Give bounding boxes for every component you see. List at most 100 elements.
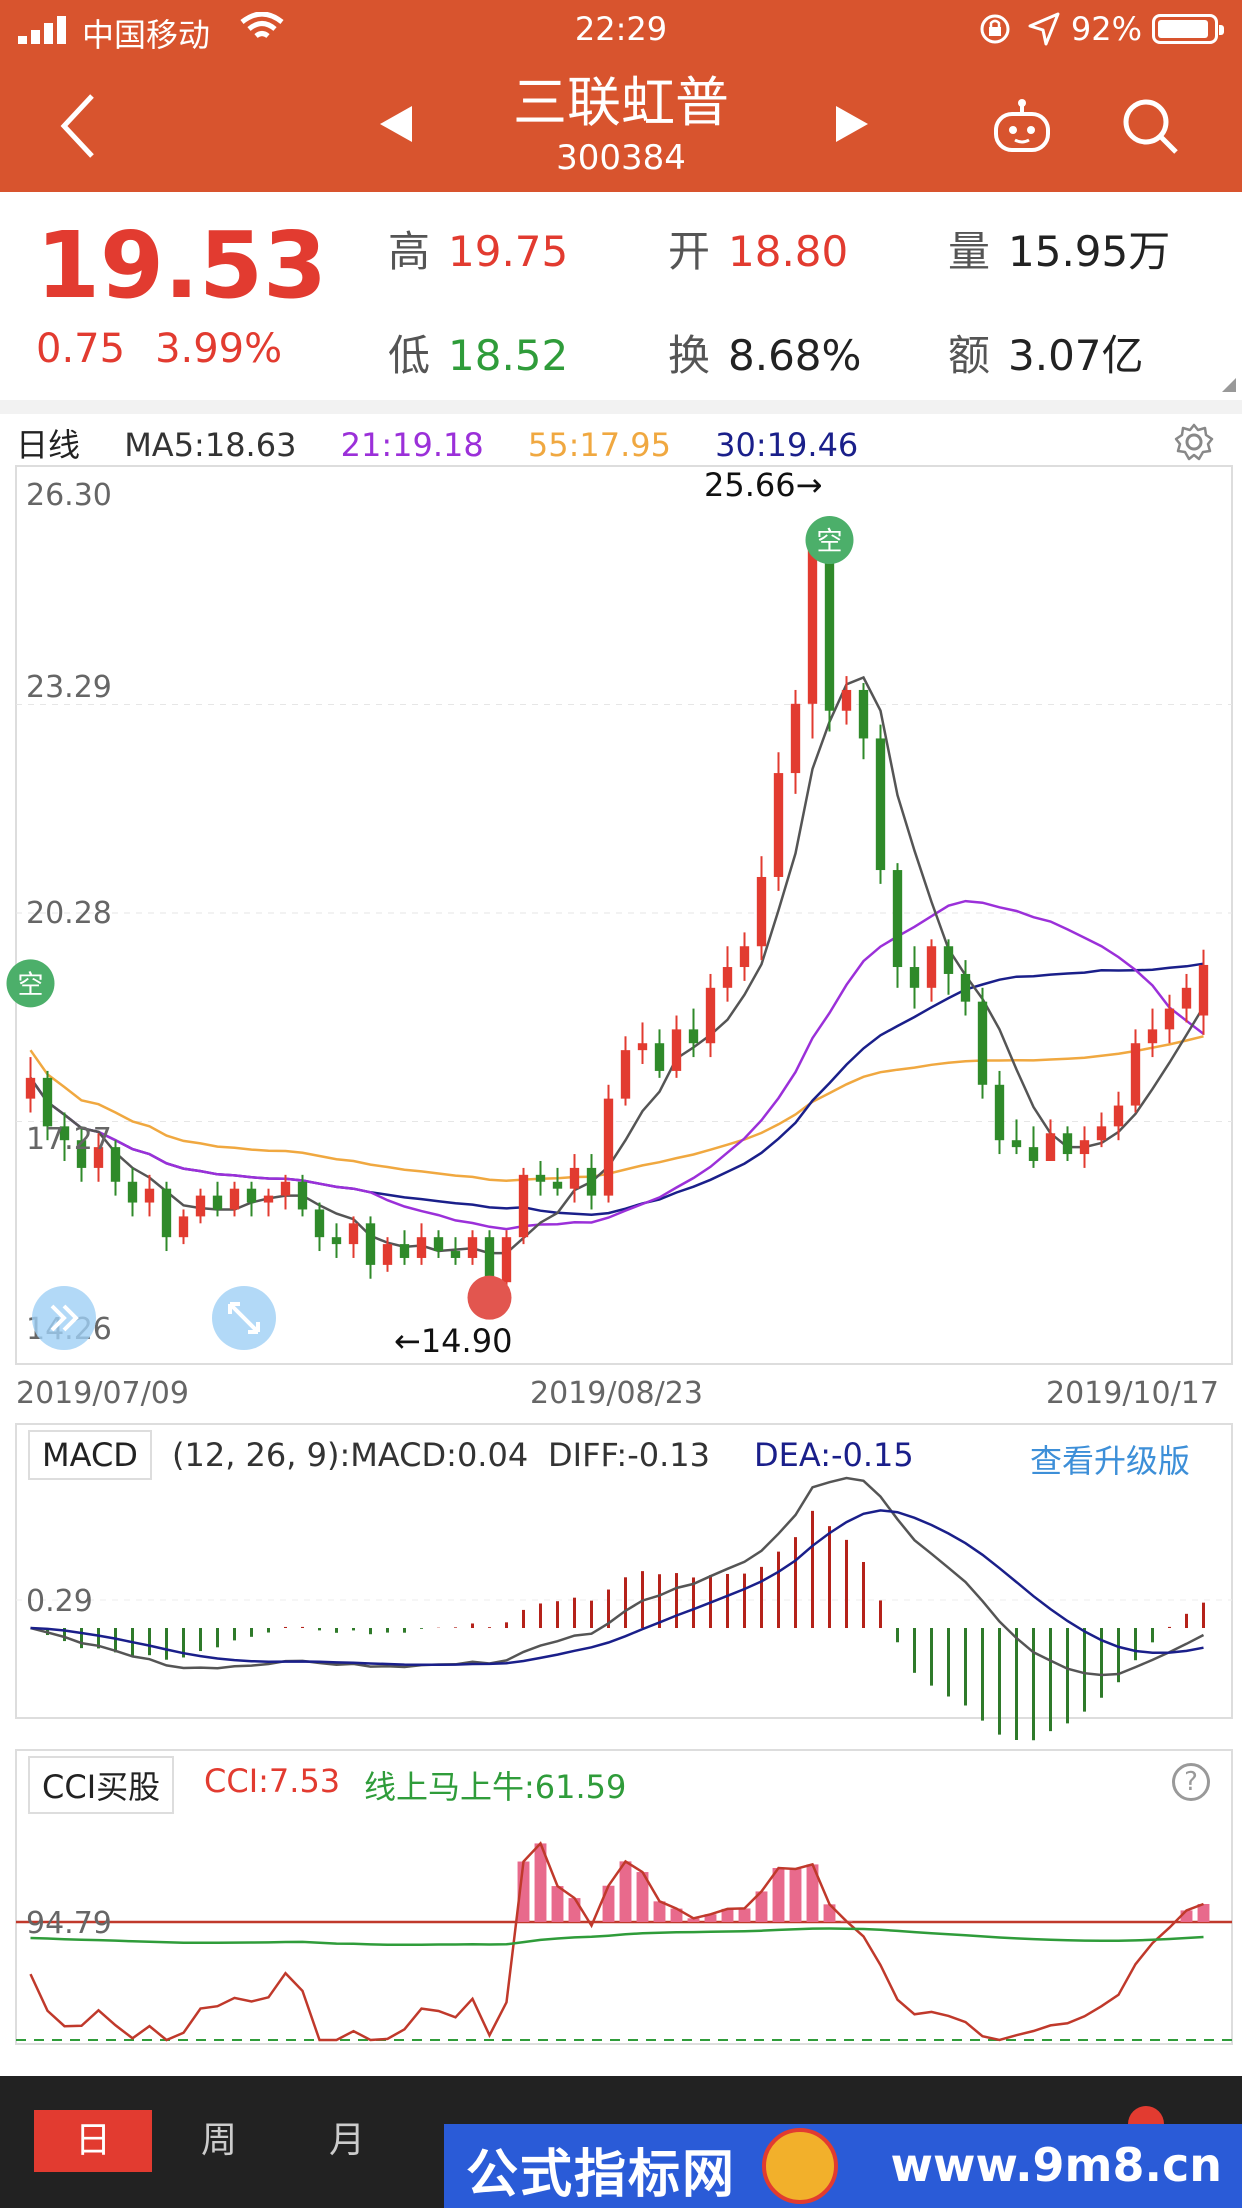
macd-diff: DIFF:-0.13: [548, 1436, 710, 1474]
candle-body: [1181, 987, 1192, 1009]
kline-frame: [15, 465, 1233, 1365]
candle-body: [450, 1251, 461, 1258]
candle-body: [365, 1223, 376, 1265]
candle-body: [263, 1195, 274, 1203]
ma30-line: [29, 962, 1204, 1216]
cci-bar: [653, 1901, 666, 1922]
tab-month[interactable]: 月: [328, 2120, 365, 2161]
candle-body: [824, 544, 835, 711]
candle-body: [1045, 1133, 1056, 1161]
volume-item: 量 15.95万: [948, 227, 1171, 276]
candle-body: [603, 1098, 614, 1196]
candle-body: [790, 703, 801, 774]
collapse-icon[interactable]: [30, 1284, 98, 1352]
battery-icon: [1152, 14, 1224, 44]
candle-body: [552, 1181, 563, 1189]
candle-body: [59, 1126, 70, 1141]
watermark-logo: [762, 2128, 838, 2204]
candle-body: [841, 689, 852, 711]
volume-value: 15.95万: [1008, 227, 1171, 276]
macd-params: (12, 26, 9):MACD:0.04: [172, 1436, 529, 1474]
macd-indicator-selector[interactable]: MACD: [28, 1430, 152, 1480]
high-value: 19.75: [448, 227, 569, 276]
period-label[interactable]: 日线: [16, 426, 81, 464]
stock-name: 三联虹普: [513, 71, 729, 134]
candle-body: [705, 987, 716, 1044]
candle-body: [586, 1167, 597, 1196]
tab-day[interactable]: 日: [34, 2110, 152, 2172]
cci-bar: [636, 1872, 649, 1922]
robot-assistant-icon[interactable]: [990, 98, 1054, 154]
location-icon: [1028, 12, 1060, 46]
candle-body: [773, 773, 784, 877]
candle-body: [331, 1237, 342, 1245]
upgrade-link[interactable]: 查看升级版: [1030, 1442, 1191, 1480]
candle-body: [1113, 1105, 1124, 1127]
candle-body: [93, 1147, 104, 1168]
cci-bar: [704, 1914, 717, 1922]
chart-canvas[interactable]: 空空: [0, 0, 1242, 2076]
cci-bar: [806, 1864, 819, 1922]
turnover-item: 换 8.68%: [668, 331, 862, 380]
back-icon[interactable]: [58, 92, 98, 160]
candle-body: [144, 1188, 155, 1203]
amount-value: 3.07亿: [1008, 331, 1144, 380]
candle-body: [178, 1216, 189, 1238]
macd-diff-line: [30, 1476, 1205, 1677]
candle-body: [110, 1147, 121, 1182]
next-stock-icon[interactable]: [834, 104, 870, 144]
low-marker: ←14.90: [394, 1322, 513, 1360]
help-icon[interactable]: ?: [1172, 1763, 1210, 1801]
cci-bar: [670, 1908, 683, 1922]
low-point-marker: [467, 1275, 512, 1320]
cci-bar: [602, 1885, 615, 1922]
high-marker: 25.66→: [704, 466, 823, 504]
watermark-url: www.9m8.cn: [890, 2138, 1222, 2192]
candle-body: [467, 1237, 478, 1258]
cci-bar: [823, 1904, 836, 1922]
carrier-label: 中国移动: [82, 16, 211, 54]
cci-bar: [568, 1898, 581, 1922]
candle-body: [484, 1237, 495, 1283]
amount-item: 额 3.07亿: [948, 331, 1144, 380]
previous-stock-icon[interactable]: [378, 104, 414, 144]
candle-body: [1079, 1140, 1090, 1155]
watermark-banner: 公式指标网 www.9m8.cn: [444, 2124, 1242, 2208]
cci-indicator-selector[interactable]: CCI买股: [28, 1756, 175, 1814]
short-signal-marker: [805, 516, 854, 565]
cci-line: [29, 1841, 1204, 2042]
macd-y-label: 0.29: [26, 1584, 93, 1619]
candle-body: [977, 1001, 988, 1085]
candle-body: [195, 1195, 206, 1217]
candle-body: [25, 1077, 36, 1099]
tab-week[interactable]: 周: [200, 2120, 237, 2161]
y-tick-label: 26.30: [26, 478, 112, 513]
cci-signal-line: [30, 1927, 1204, 1947]
stock-code: 300384: [556, 138, 686, 178]
cci-bar: [687, 1918, 700, 1922]
cci-bar: [755, 1891, 768, 1922]
y-tick-label: 23.29: [26, 670, 112, 705]
macd-dea-line: [30, 1509, 1204, 1666]
candle-body: [892, 870, 903, 968]
short-signal-marker-text: 空: [17, 970, 43, 1000]
cci-value: CCI:7.53: [204, 1762, 341, 1800]
settings-gear-icon[interactable]: [1174, 422, 1214, 462]
fullscreen-icon[interactable]: [210, 1284, 278, 1352]
candle-body: [637, 1043, 648, 1051]
date-label-start: 2019/07/09: [16, 1376, 189, 1411]
ma5-label: MA5:18.63: [124, 426, 297, 464]
cci-bar: [1180, 1910, 1193, 1922]
signal-icon: [18, 16, 66, 44]
cci-bar: [772, 1868, 785, 1922]
candle-body: [416, 1237, 427, 1258]
clock: 22:29: [574, 10, 668, 48]
candle-body: [943, 946, 954, 974]
candle-body: [1062, 1133, 1073, 1155]
candle-body: [1028, 1147, 1039, 1161]
expand-corner-icon[interactable]: [1222, 378, 1236, 392]
search-icon[interactable]: [1118, 94, 1182, 158]
candle-body: [960, 973, 971, 1002]
cci-bar: [738, 1908, 751, 1922]
cci-line-value: 线上马上牛:61.59: [364, 1768, 627, 1806]
